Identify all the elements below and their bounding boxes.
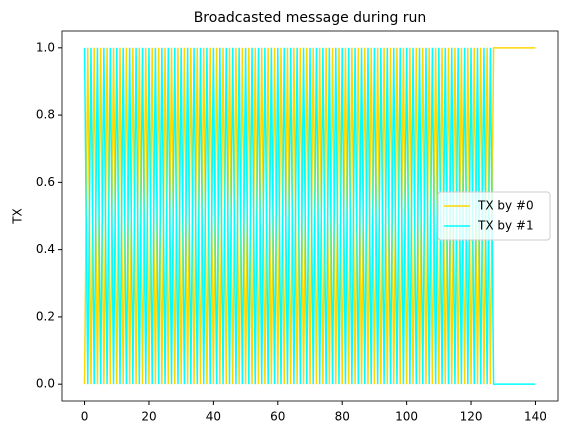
y-tick-label: 1.0 bbox=[36, 40, 55, 54]
series-line bbox=[83, 47, 536, 385]
x-tick-label: 20 bbox=[141, 410, 156, 424]
y-tick-label: 0.0 bbox=[36, 377, 55, 391]
y-tick-label: 0.6 bbox=[36, 175, 55, 189]
legend: TX by #0 TX by #1 bbox=[437, 191, 551, 241]
plot-frame bbox=[61, 30, 559, 402]
x-tick-label: 0 bbox=[81, 410, 89, 424]
x-tick-label: 140 bbox=[524, 410, 547, 424]
chart-title: Broadcasted message during run bbox=[194, 10, 427, 26]
legend-label: TX by #1 bbox=[477, 219, 534, 233]
x-tick-label: 100 bbox=[395, 410, 418, 424]
x-tick-label: 120 bbox=[460, 410, 483, 424]
y-axis-label: TX bbox=[11, 208, 25, 225]
x-tick-label: 40 bbox=[206, 410, 221, 424]
y-tick-label: 0.8 bbox=[36, 108, 55, 122]
x-tick-label: 60 bbox=[270, 410, 285, 424]
y-tick-label: 0.4 bbox=[36, 242, 55, 256]
series-line bbox=[83, 47, 536, 385]
legend-label: TX by #0 bbox=[477, 199, 534, 213]
y-tick-label: 0.2 bbox=[36, 309, 55, 323]
x-tick-label: 80 bbox=[335, 410, 350, 424]
legend-box bbox=[437, 191, 551, 241]
